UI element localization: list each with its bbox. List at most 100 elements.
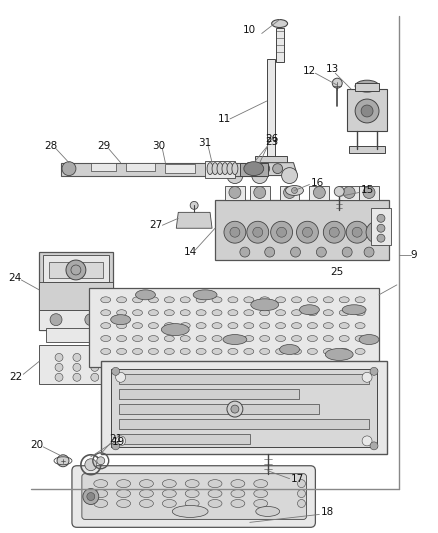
Circle shape	[360, 105, 372, 117]
Ellipse shape	[196, 349, 205, 354]
Ellipse shape	[132, 336, 142, 342]
Ellipse shape	[226, 163, 233, 175]
Polygon shape	[39, 282, 113, 310]
Ellipse shape	[212, 310, 222, 316]
Ellipse shape	[212, 322, 222, 329]
Circle shape	[230, 227, 239, 237]
Circle shape	[85, 459, 96, 471]
Circle shape	[313, 187, 325, 198]
Polygon shape	[43, 255, 109, 282]
Ellipse shape	[339, 297, 348, 303]
Ellipse shape	[250, 299, 278, 311]
Ellipse shape	[208, 490, 222, 497]
Circle shape	[343, 187, 354, 198]
Circle shape	[73, 364, 81, 372]
Ellipse shape	[212, 163, 218, 175]
Ellipse shape	[285, 185, 303, 196]
Ellipse shape	[117, 480, 130, 488]
Circle shape	[291, 188, 297, 193]
Ellipse shape	[164, 349, 174, 354]
Ellipse shape	[259, 310, 269, 316]
Text: 13: 13	[325, 64, 338, 74]
Ellipse shape	[275, 297, 285, 303]
Ellipse shape	[164, 297, 174, 303]
Circle shape	[50, 314, 62, 326]
Ellipse shape	[162, 490, 176, 497]
Text: 26: 26	[265, 134, 278, 144]
Circle shape	[342, 247, 351, 257]
FancyBboxPatch shape	[82, 474, 306, 519]
Ellipse shape	[196, 336, 205, 342]
Polygon shape	[309, 185, 328, 200]
Ellipse shape	[291, 336, 301, 342]
Circle shape	[229, 187, 240, 198]
Circle shape	[251, 168, 267, 183]
Ellipse shape	[208, 480, 222, 488]
Circle shape	[253, 187, 265, 198]
Ellipse shape	[253, 499, 267, 507]
Circle shape	[115, 373, 125, 382]
Ellipse shape	[358, 335, 378, 344]
Ellipse shape	[339, 349, 348, 354]
Circle shape	[73, 353, 81, 361]
Ellipse shape	[139, 480, 153, 488]
Circle shape	[73, 373, 81, 381]
Ellipse shape	[275, 349, 285, 354]
Ellipse shape	[243, 310, 253, 316]
Ellipse shape	[291, 349, 301, 354]
Ellipse shape	[262, 469, 272, 479]
Ellipse shape	[259, 336, 269, 342]
Ellipse shape	[323, 349, 332, 354]
Circle shape	[111, 442, 120, 450]
Bar	[266, 59, 274, 159]
Ellipse shape	[323, 310, 332, 316]
Ellipse shape	[223, 335, 246, 344]
Ellipse shape	[132, 297, 142, 303]
Ellipse shape	[196, 297, 205, 303]
Ellipse shape	[227, 336, 237, 342]
Ellipse shape	[101, 349, 110, 354]
Ellipse shape	[271, 20, 287, 28]
Polygon shape	[254, 156, 286, 166]
Ellipse shape	[227, 297, 237, 303]
Circle shape	[323, 221, 344, 243]
Ellipse shape	[227, 310, 237, 316]
Ellipse shape	[117, 336, 126, 342]
Ellipse shape	[307, 336, 317, 342]
Circle shape	[83, 489, 99, 505]
Polygon shape	[239, 163, 267, 175]
Ellipse shape	[207, 163, 212, 175]
Circle shape	[361, 436, 371, 446]
Circle shape	[371, 227, 381, 237]
Ellipse shape	[212, 349, 222, 354]
FancyBboxPatch shape	[72, 466, 314, 527]
Ellipse shape	[132, 310, 142, 316]
Circle shape	[62, 161, 76, 175]
Ellipse shape	[148, 336, 158, 342]
Ellipse shape	[57, 455, 69, 467]
Polygon shape	[118, 434, 249, 444]
Ellipse shape	[180, 336, 190, 342]
Text: 16: 16	[310, 177, 323, 188]
Polygon shape	[249, 185, 269, 200]
Polygon shape	[224, 185, 244, 200]
Circle shape	[281, 168, 297, 183]
Polygon shape	[125, 163, 155, 171]
Ellipse shape	[161, 324, 189, 336]
Polygon shape	[118, 389, 299, 399]
Circle shape	[55, 353, 63, 361]
Ellipse shape	[291, 322, 301, 329]
Circle shape	[328, 227, 339, 237]
Ellipse shape	[180, 322, 190, 329]
Text: 20: 20	[31, 440, 44, 450]
Ellipse shape	[135, 290, 155, 300]
Ellipse shape	[259, 349, 269, 354]
Ellipse shape	[354, 336, 364, 342]
Circle shape	[316, 247, 325, 257]
Ellipse shape	[117, 499, 130, 507]
Polygon shape	[118, 419, 368, 429]
Ellipse shape	[222, 163, 227, 175]
Text: 10: 10	[243, 25, 256, 35]
Ellipse shape	[148, 297, 158, 303]
Circle shape	[297, 480, 305, 488]
